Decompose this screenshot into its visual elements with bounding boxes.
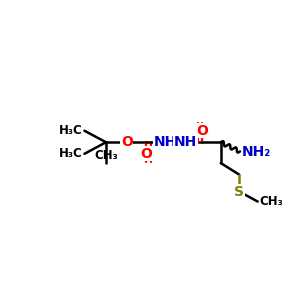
Text: S: S	[234, 184, 244, 199]
Text: CH₃: CH₃	[94, 149, 118, 162]
Text: CH₃: CH₃	[259, 195, 283, 208]
Text: O: O	[196, 124, 208, 138]
Text: NH₂: NH₂	[242, 145, 271, 158]
Text: NH: NH	[154, 135, 177, 149]
Text: H₃C: H₃C	[59, 124, 83, 137]
Text: NH: NH	[174, 135, 197, 149]
Text: O: O	[140, 147, 152, 161]
Text: O: O	[121, 135, 133, 149]
Text: H₃C: H₃C	[59, 147, 83, 160]
